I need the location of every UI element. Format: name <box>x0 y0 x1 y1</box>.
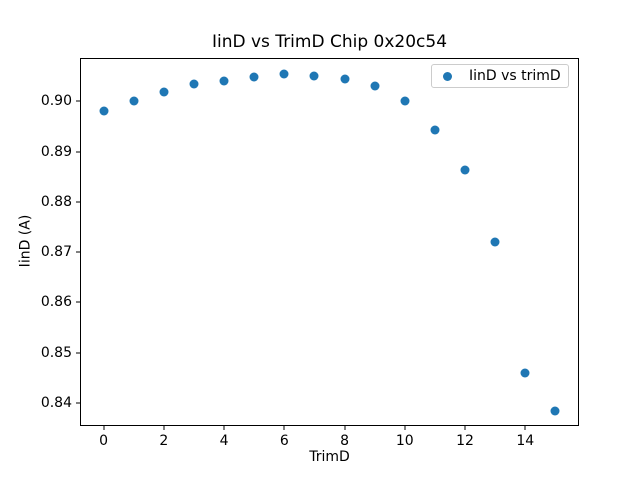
x-tick-label: 0 <box>99 433 109 449</box>
legend: IinD vs trimD <box>431 64 569 88</box>
data-point <box>309 71 319 81</box>
data-point <box>460 165 470 175</box>
x-tick <box>524 426 526 430</box>
y-axis-label: IinD (A) <box>17 214 34 268</box>
x-tick-label: 8 <box>340 433 350 449</box>
y-tick <box>76 352 80 354</box>
x-tick <box>404 426 406 430</box>
y-tick-label: 0.89 <box>40 143 72 160</box>
y-tick-label: 0.88 <box>40 193 72 210</box>
data-point <box>490 237 500 247</box>
y-tick <box>76 251 80 253</box>
data-point <box>99 106 109 116</box>
y-tick-label: 0.86 <box>40 294 72 311</box>
y-tick-label: 0.84 <box>40 394 72 411</box>
legend-label: IinD vs trimD <box>469 67 561 84</box>
y-tick <box>76 201 80 203</box>
x-tick <box>283 426 285 430</box>
y-tick <box>76 301 80 303</box>
x-tick <box>344 426 346 430</box>
data-point <box>219 76 229 86</box>
x-tick-label: 2 <box>159 433 169 449</box>
x-tick <box>103 426 105 430</box>
data-point <box>189 79 199 89</box>
chart-title: IinD vs TrimD Chip 0x20c54 <box>211 32 448 52</box>
plot-area: IinD vs trimD 0 2 4 6 8 10 12 14 0.84 0.85 0.86 0.8… <box>41 58 579 448</box>
data-point <box>340 74 350 84</box>
legend-marker-dot <box>443 71 452 81</box>
y-tick <box>76 100 80 102</box>
y-tick <box>76 151 80 152</box>
data-point <box>249 72 259 82</box>
x-tick-label: 14 <box>516 433 535 449</box>
x-tick <box>223 426 225 430</box>
data-point <box>279 69 289 79</box>
x-tick <box>163 426 165 430</box>
y-tick-label: 0.87 <box>40 244 72 261</box>
x-tick-label: 4 <box>219 433 229 449</box>
data-point <box>430 125 440 135</box>
data-point <box>159 87 169 97</box>
y-tick-label: 0.90 <box>40 93 72 110</box>
x-tick-label: 10 <box>395 433 414 449</box>
data-point <box>400 96 410 106</box>
data-point <box>370 81 380 91</box>
data-point <box>550 406 560 416</box>
y-tick-label: 0.85 <box>40 344 72 361</box>
x-tick-label: 6 <box>279 433 289 449</box>
x-axis-label: TrimD <box>309 449 350 465</box>
x-tick <box>464 426 466 430</box>
x-tick-label: 12 <box>456 433 474 449</box>
data-point <box>520 368 530 378</box>
y-tick <box>76 402 80 404</box>
data-point <box>129 96 139 106</box>
